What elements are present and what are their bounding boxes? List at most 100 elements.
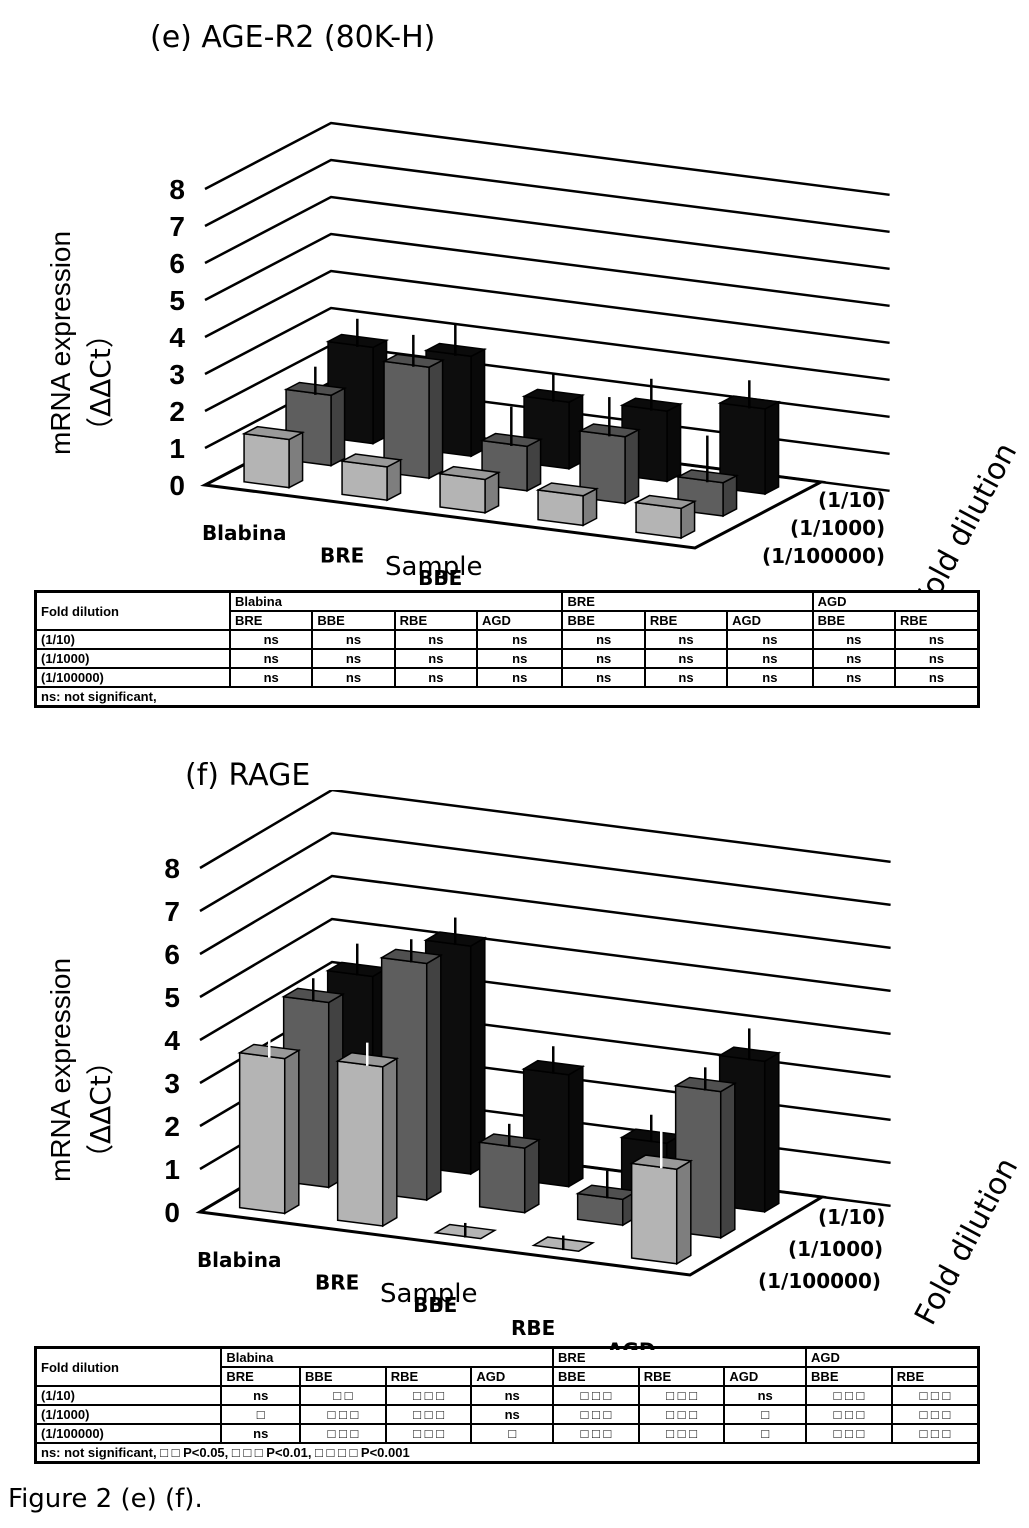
z-axis-title: Fold dilution [907,437,1024,590]
header-compare: RBE [643,610,729,631]
gridline [199,917,891,999]
significance-cell: □ □ □ [805,1404,893,1425]
header-compare: BBE [561,610,646,631]
bar-bre-1100000 [335,1042,400,1228]
z-axis-title: Fold dilution [908,1152,1025,1331]
bar-side-face [763,1051,780,1214]
table-row: (1/10) ns □ □ □ □ □ ns □ □ □ □ □ □ ns □ □ □ □ □ □ [34,1385,980,1406]
bar-side-face [675,1159,692,1266]
bar-side-face [469,936,486,1176]
bar-rbe-1100000 [531,1235,596,1252]
y-tick-label: 7 [164,896,180,927]
significance-cell: ns [723,1385,808,1406]
significance-cell: □ □ □ [637,1404,726,1425]
significance-cell: □ □ □ [890,1385,980,1406]
header-group: BRE [552,1346,808,1368]
chart-e: 012345678BlabinaBREBBERBEAGD(1/100000)(1… [45,121,1024,590]
header-compare: RBE [637,1366,726,1387]
significance-cell: ns [893,667,980,688]
x-category-label: RBE [511,1316,555,1340]
figure-caption: Figure 2 (e) (f). [8,1484,203,1514]
significance-cell: □ □ [299,1385,387,1406]
gridline [204,269,890,345]
y-tick-label: 0 [169,470,185,501]
y-tick-label: 8 [164,853,180,884]
y-tick-label: 6 [169,248,185,279]
bar-side-face [666,402,682,483]
significance-cell: □ □ □ [890,1423,980,1444]
y-tick-label: 8 [169,174,185,205]
bar-top-face [241,425,306,441]
x-category-label: Blabina [197,1248,282,1272]
table-footnote: ns: not significant, □ □ P<0.05, □ □ □ P… [34,1442,980,1464]
significance-cell: □ □ □ [299,1404,387,1425]
significance-cell: ns [470,1404,555,1425]
bar-front-face [439,472,486,514]
gridline [204,121,890,197]
significance-cell: ns [311,648,396,669]
significance-cell: ns [811,648,896,669]
bar-side-face [523,1138,540,1214]
significance-cell: □ □ □ [552,1423,640,1444]
y-axis-unit: （ΔΔCt） [84,320,117,445]
header-fold-dilution: Fold dilution [34,1346,223,1387]
header-compare: BBE [299,1366,387,1387]
row-label: (1/1000) [34,648,232,669]
y-tick-label: 3 [164,1068,180,1099]
bar-bre-11000 [381,334,446,480]
significance-cell: ns [470,1385,555,1406]
y-tick-label: 2 [164,1111,180,1142]
significance-cell: □ □ □ [890,1404,980,1425]
table-row: (1/100000) ns □ □ □ □ □ □ □ □ □ □ □ □ □ □ □ □ □ □… [34,1423,980,1444]
significance-cell: □ □ □ [384,1423,473,1444]
significance-cell: ns [393,629,479,650]
significance-cell: □ □ □ [384,1404,473,1425]
table-footnote: ns: not significant, [34,686,980,708]
depth-label: (1/100000) [762,544,885,568]
header-group: AGD [805,1346,980,1368]
header-compare: BRE [229,610,314,631]
bar-side-face [381,1057,398,1228]
bar-side-face [288,431,304,489]
bar-side-face [425,953,442,1202]
bar-side-face [764,400,780,496]
y-tick-label: 4 [164,1025,180,1056]
significance-cell: □ □ □ [637,1385,726,1406]
bar-rbe-110 [619,378,684,483]
header-group: AGD [811,590,980,612]
x-category-label: RBE [516,589,560,590]
significance-cell: ns [475,667,564,688]
header-fold-dilution: Fold dilution [34,590,232,631]
bar-top-face [339,453,404,468]
depth-label: (1/1000) [788,1237,883,1261]
significance-cell: ns [643,667,729,688]
gridline [204,158,890,234]
significance-cell: ns [220,1385,302,1406]
bar-bbe-11000 [479,406,544,493]
bar-agd-1100000 [629,1119,694,1266]
chart-f: 0 1 2 3 4 5 6 7 8 Blabina BRE BBE RBE AGD (1/100000) (1… [45,790,1025,1350]
header-compare: BBE [311,610,396,631]
significance-cell: ns [561,648,646,669]
bar-front-face [243,432,290,489]
bar-top-face [633,494,698,510]
significance-cell: ns [393,648,479,669]
y-tick-label: 5 [169,285,185,316]
bar-bbe-1100000 [437,465,502,515]
significance-cell: ns [475,629,564,650]
significance-cell: ns [811,629,896,650]
bar-bbe-11000 [477,1123,542,1214]
gridline [204,195,890,271]
significance-cell: ns [229,648,314,669]
row-label: (1/100000) [34,1423,223,1444]
header-compare: RBE [893,610,980,631]
bar-side-face [526,438,542,493]
gridline [199,831,891,913]
significance-cell: □ □ □ [637,1423,726,1444]
x-axis-title: Sample [380,1279,478,1309]
bar-side-face [624,428,640,505]
chart-title-f: (f) RAGE [185,758,311,793]
depth-label: (1/10) [818,488,885,512]
header-compare: RBE [393,610,479,631]
